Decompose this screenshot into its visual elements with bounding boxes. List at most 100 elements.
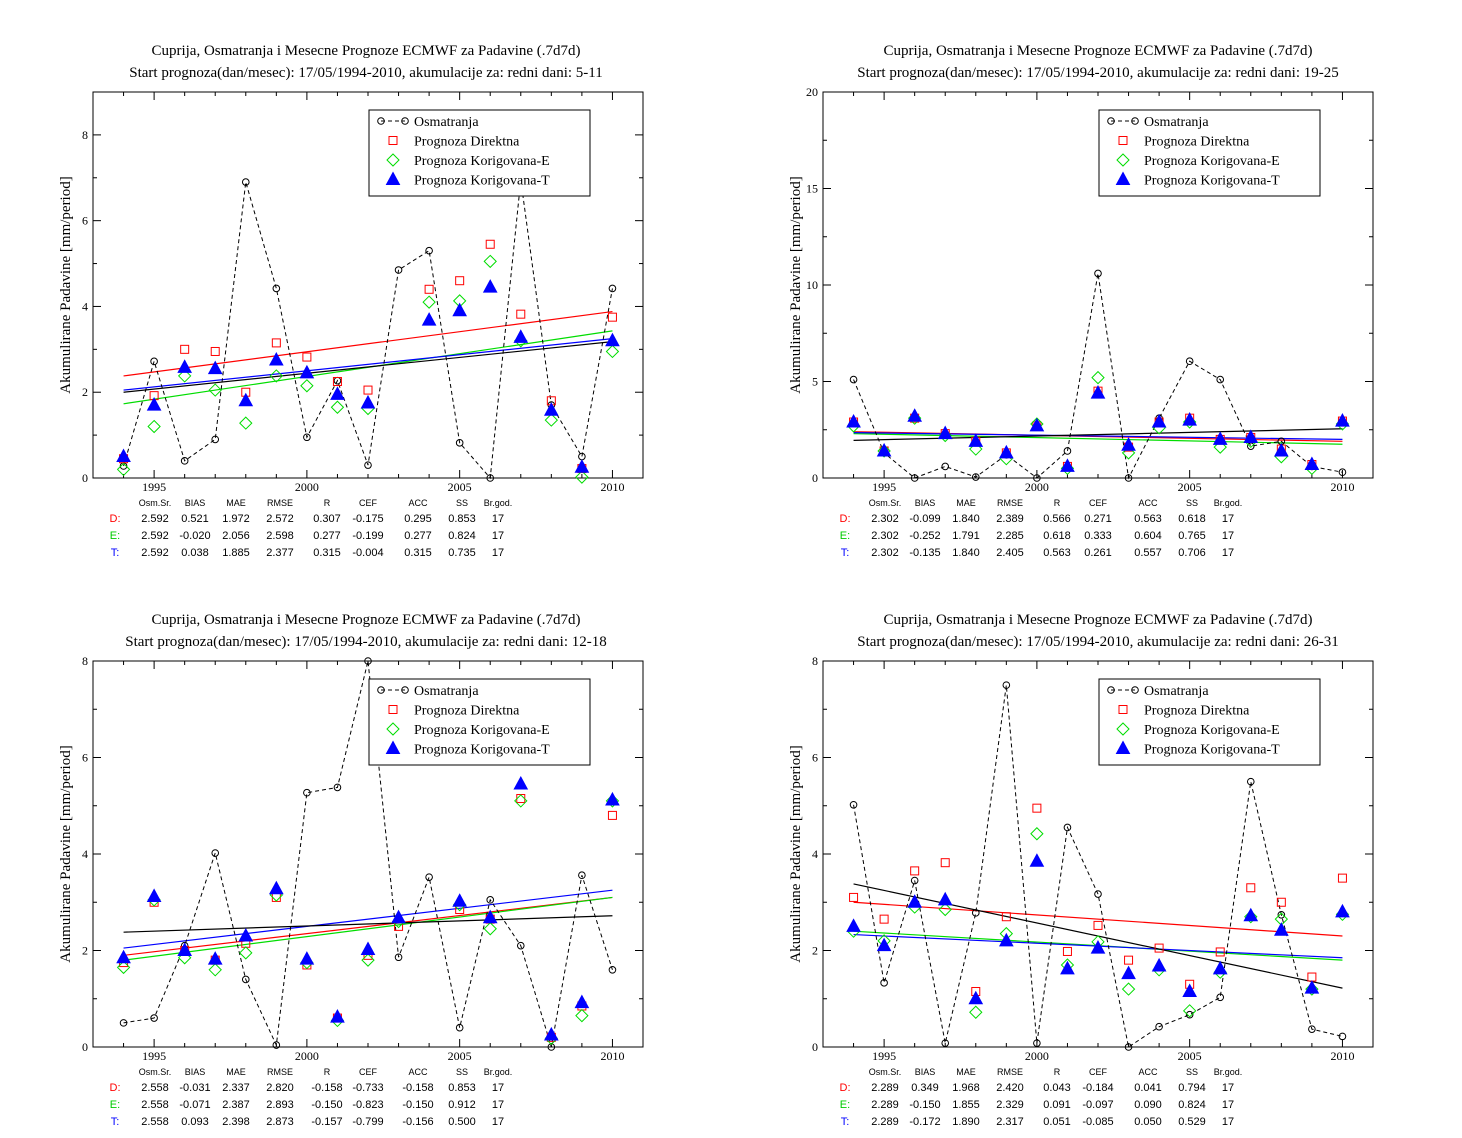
stats-value: 0.295 [404, 513, 432, 525]
legend-label: Prognoza Direktna [414, 135, 520, 150]
data-point [998, 932, 1014, 947]
stats-header: CEF [1089, 498, 1108, 508]
stats-header: CEF [359, 1067, 378, 1077]
data-point [1182, 1004, 1197, 1018]
legend-label: Prognoza Korigovana-E [414, 154, 550, 169]
data-point [907, 894, 923, 908]
stats-value: 17 [1222, 1082, 1234, 1094]
data-point [207, 951, 223, 965]
y-tick-label: 0 [82, 471, 88, 485]
data-point [1216, 375, 1225, 384]
data-point [1273, 922, 1289, 936]
stats-value: 2.289 [871, 1116, 899, 1128]
data-point [605, 344, 620, 359]
stats-value: -0.158 [402, 1082, 433, 1094]
data-point [116, 448, 131, 463]
data-point [1273, 442, 1289, 457]
stats-row-label: E: [840, 530, 850, 542]
chart-panel-3: Cuprija, Osmatranja i Mesecne Prognoze E… [58, 612, 644, 1128]
data-point [180, 457, 189, 465]
stats-value: 2.893 [266, 1099, 294, 1111]
stats-value: 0.618 [1178, 513, 1206, 525]
data-point [543, 402, 559, 416]
stats-header: ACC [408, 1067, 428, 1077]
stats-value: 2.302 [871, 513, 899, 525]
stats-value: 2.598 [266, 530, 294, 542]
data-point [146, 888, 162, 902]
trend-line [123, 896, 613, 961]
stats-value: 0.091 [1043, 1099, 1071, 1111]
data-point [1124, 955, 1134, 965]
stats-value: 0.090 [1134, 1099, 1162, 1111]
data-point [516, 941, 525, 950]
stats-header: CEF [1089, 1067, 1108, 1077]
y-tick-label: 6 [82, 751, 88, 765]
legend-label: Osmatranja [414, 115, 479, 130]
data-point [1002, 681, 1011, 689]
stats-value: 2.420 [996, 1082, 1024, 1094]
data-point [849, 892, 859, 902]
legend-marker [401, 686, 409, 694]
legend-label: Prognoza Direktna [414, 704, 520, 719]
data-point [1338, 1032, 1347, 1041]
data-point [1060, 458, 1075, 472]
stats-value: 2.558 [141, 1082, 169, 1094]
stats-value: 17 [492, 513, 504, 525]
legend-label: Prognoza Korigovana-T [1144, 743, 1280, 758]
data-point [180, 344, 190, 354]
y-tick-label: 2 [82, 944, 88, 958]
stats-header: RMSE [997, 498, 1023, 508]
series-square [849, 386, 1347, 471]
data-point [239, 946, 253, 960]
y-axis-label: Akumulirane Padavine [mm/period] [788, 176, 804, 393]
trend-line [123, 896, 613, 956]
stats-value: 0.315 [404, 547, 432, 559]
data-point [1304, 980, 1320, 994]
stats-value: 1.840 [952, 513, 980, 525]
data-point [177, 942, 193, 956]
data-point [605, 791, 620, 806]
data-point [1337, 873, 1347, 883]
data-point [1213, 440, 1227, 454]
stats-value: 0.765 [1178, 530, 1206, 542]
data-point [364, 461, 372, 469]
stats-value: 17 [492, 530, 504, 542]
data-point [1032, 803, 1042, 813]
stats-row-label: T: [841, 547, 850, 559]
stats-value: -0.071 [179, 1099, 210, 1111]
stats-header: BIAS [915, 498, 936, 508]
stats-value: 2.389 [996, 513, 1024, 525]
data-point [937, 425, 953, 440]
y-tick-label: 4 [812, 847, 818, 861]
stats-table: Osm.Sr. BIAS MAE RMSE R CEF ACC SS Br.god. D: 2.59… [110, 498, 513, 559]
chart-panel-2: Cuprija, Osmatranja i Mesecne Prognoze E… [788, 43, 1374, 559]
y-tick-label: 10 [806, 278, 818, 292]
stats-value: 2.302 [871, 547, 899, 559]
data-point [1001, 912, 1011, 922]
legend-label: Prognoza Korigovana-T [414, 174, 550, 189]
data-point [425, 246, 433, 255]
data-point [1212, 431, 1228, 445]
stats-value: -0.184 [1082, 1082, 1113, 1094]
data-point [271, 338, 281, 348]
data-point [330, 400, 345, 414]
stats-value: 1.855 [952, 1099, 980, 1111]
x-tick-label: 2000 [1025, 480, 1049, 494]
x-tick-label: 2010 [1330, 1049, 1354, 1063]
stats-value: 17 [1222, 530, 1234, 542]
stats-row-label: T: [111, 547, 120, 559]
stats-value: -0.020 [179, 530, 210, 542]
x-tick-label: 2005 [1178, 480, 1202, 494]
y-tick-label: 8 [812, 654, 818, 668]
stats-header: ACC [1138, 498, 1158, 508]
stats-value: 2.329 [996, 1099, 1024, 1111]
data-point [210, 346, 220, 356]
data-point [482, 279, 498, 293]
legend-marker [386, 722, 400, 736]
data-point [574, 459, 590, 473]
data-point [116, 462, 131, 477]
series-triangle [116, 279, 620, 473]
stats-value: 0.500 [448, 1116, 476, 1128]
stats-value: -0.150 [909, 1099, 940, 1111]
data-point [177, 369, 192, 383]
